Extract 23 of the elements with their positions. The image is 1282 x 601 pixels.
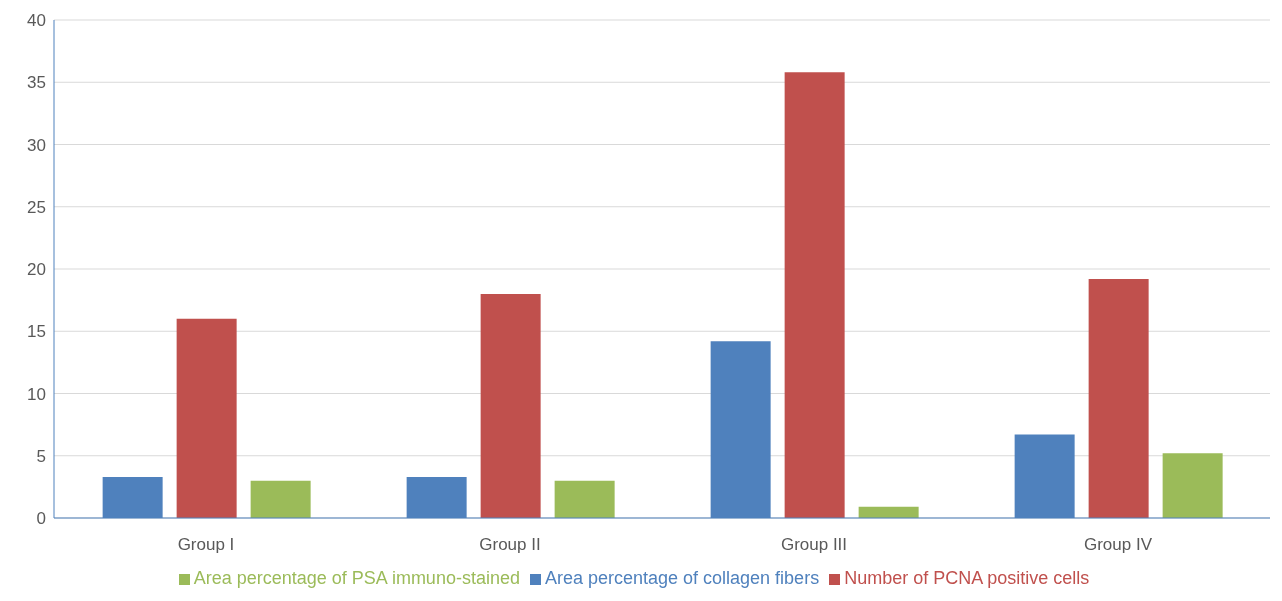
bar [480, 293, 541, 518]
y-tick-label: 25 [27, 197, 46, 217]
x-tick-label: Group II [479, 535, 541, 555]
bar [250, 480, 311, 518]
y-tick-label: 40 [27, 11, 46, 31]
legend-label: Area percentage of collagen fibers [544, 568, 820, 588]
y-tick-label: 35 [27, 73, 46, 93]
bar [1088, 278, 1149, 518]
bar [784, 72, 845, 518]
y-tick-label: 5 [36, 446, 46, 466]
y-tick-label: 20 [27, 260, 46, 280]
y-tick-label: 15 [27, 322, 46, 342]
y-tick-label: 10 [27, 384, 46, 404]
bar [554, 480, 615, 518]
bar [1162, 453, 1223, 518]
x-tick-label: Group I [177, 535, 235, 555]
y-tick-label: 0 [36, 509, 46, 529]
x-tick-label: Group IV [1083, 535, 1153, 555]
legend-label: Number of PCNA positive cells [844, 568, 1090, 588]
bar [176, 318, 237, 518]
y-tick-label: 30 [27, 135, 46, 155]
legend-label: Area percentage of PSA immuno-stained [193, 568, 520, 588]
x-tick-label: Group III [780, 535, 848, 555]
